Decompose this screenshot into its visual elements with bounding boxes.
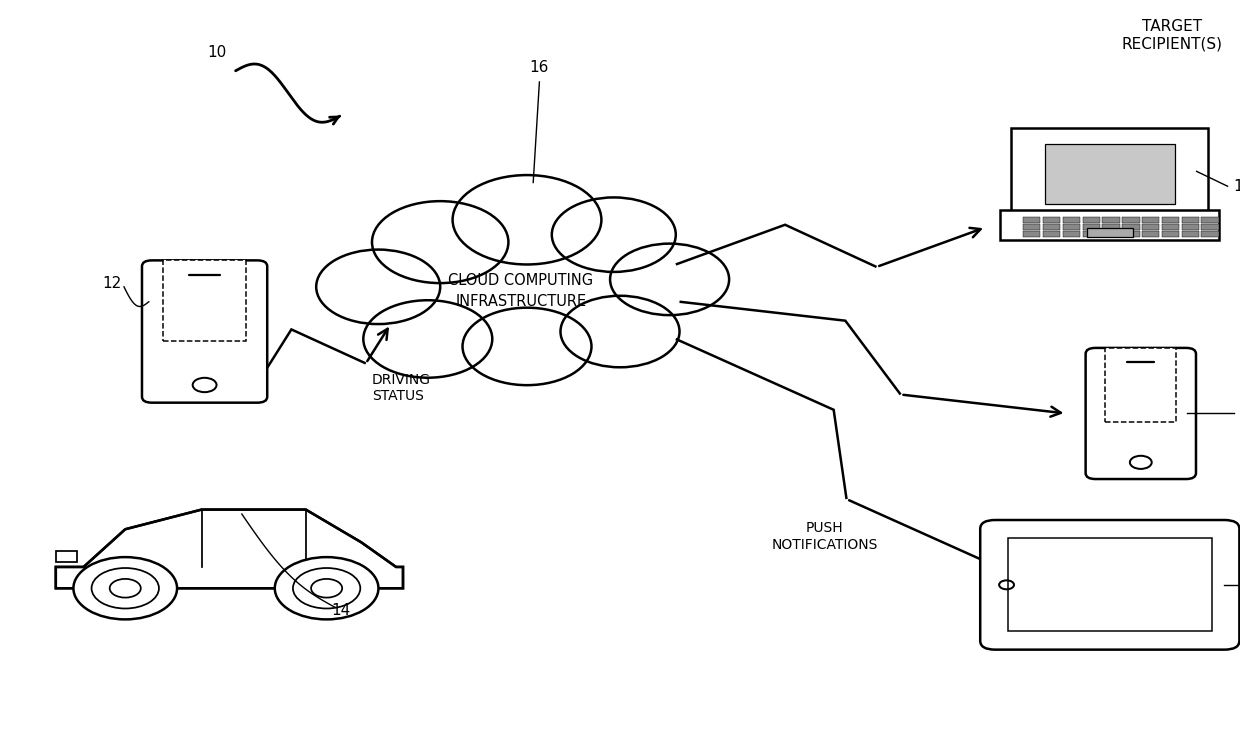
Bar (1182, 231, 1199, 238)
Bar (1106, 348, 1176, 422)
Circle shape (463, 308, 591, 385)
Bar (1023, 231, 1040, 238)
Bar (1083, 224, 1100, 230)
Text: 10: 10 (207, 45, 227, 60)
Bar (1142, 217, 1159, 223)
Bar (1202, 217, 1219, 223)
Text: 18: 18 (1234, 179, 1240, 194)
Circle shape (560, 296, 680, 367)
Bar (1162, 231, 1179, 238)
Bar (1142, 224, 1159, 230)
Bar (1122, 231, 1140, 238)
Text: 14: 14 (331, 603, 351, 618)
Bar (1083, 231, 1100, 238)
Bar (164, 260, 246, 340)
Circle shape (73, 557, 177, 619)
Bar (1063, 224, 1080, 230)
FancyBboxPatch shape (1001, 209, 1219, 240)
Bar (1043, 231, 1060, 238)
FancyBboxPatch shape (1086, 348, 1195, 479)
Bar (1102, 224, 1120, 230)
Text: DRIVING
STATUS: DRIVING STATUS (372, 372, 432, 403)
Bar (1142, 231, 1159, 238)
Text: PUSH
NOTIFICATIONS: PUSH NOTIFICATIONS (771, 522, 878, 552)
Circle shape (453, 175, 601, 264)
Bar (1023, 217, 1040, 223)
Bar (1202, 224, 1219, 230)
Text: 12: 12 (102, 276, 122, 291)
Text: CLOUD COMPUTING
INFRASTRUCTURE: CLOUD COMPUTING INFRASTRUCTURE (448, 273, 594, 308)
Text: TARGET
RECIPIENT(S): TARGET RECIPIENT(S) (1121, 19, 1223, 51)
Circle shape (316, 250, 440, 324)
Bar (1043, 224, 1060, 230)
Circle shape (610, 244, 729, 315)
Bar (1122, 224, 1140, 230)
Bar (56, 551, 77, 562)
Bar (1102, 217, 1120, 223)
Bar (1086, 228, 1133, 238)
Circle shape (363, 300, 492, 378)
Bar (1182, 217, 1199, 223)
Polygon shape (56, 510, 403, 589)
FancyBboxPatch shape (1012, 127, 1208, 221)
FancyBboxPatch shape (980, 520, 1240, 650)
Text: 16: 16 (529, 60, 549, 74)
Bar (1008, 539, 1211, 631)
FancyBboxPatch shape (141, 260, 267, 402)
Bar (1023, 224, 1040, 230)
Bar (1182, 224, 1199, 230)
Bar (1083, 217, 1100, 223)
Circle shape (372, 201, 508, 283)
Bar (1102, 231, 1120, 238)
Bar (1162, 217, 1179, 223)
Circle shape (275, 557, 378, 619)
Bar (1162, 224, 1179, 230)
Bar (1043, 217, 1060, 223)
Bar (1063, 217, 1080, 223)
Bar (1044, 144, 1176, 204)
Bar (1063, 231, 1080, 238)
Circle shape (552, 197, 676, 272)
Bar (1202, 231, 1219, 238)
Bar (1122, 217, 1140, 223)
